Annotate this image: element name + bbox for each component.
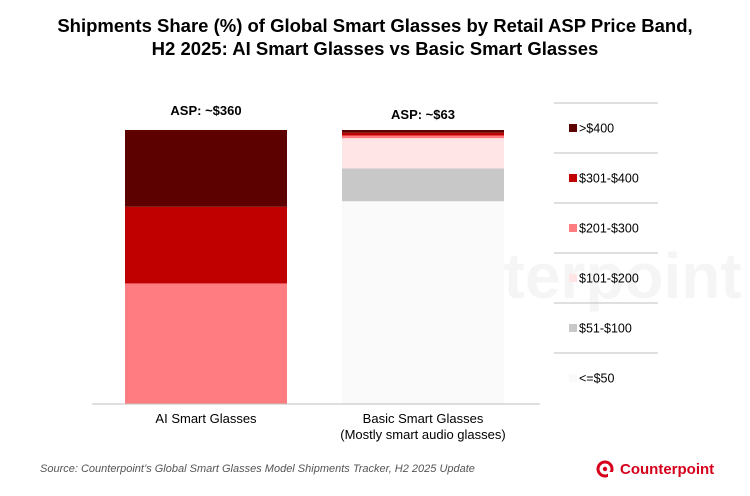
x-tick-label-ai: AI Smart Glasses	[155, 411, 257, 426]
x-tick-label-basic-sub: (Mostly smart audio glasses)	[340, 427, 505, 442]
x-tick-label-basic: Basic Smart Glasses	[363, 411, 484, 426]
legend-swatch-301-400	[569, 174, 577, 182]
counterpoint-logo: Counterpoint	[596, 460, 714, 478]
bar-segment-basic-201-300	[342, 135, 504, 139]
legend-label-301-400: $301-$400	[579, 172, 639, 186]
bar-segment-basic-101-200	[342, 138, 504, 169]
chart-title-line-2: H2 2025: AI Smart Glasses vs Basic Smart…	[151, 38, 599, 59]
legend: >$400 $301-$400 $201-$300 $101-$200 $51-$100…	[554, 102, 658, 386]
bar-segment-basic-51-100	[342, 168, 504, 202]
bars-layer	[125, 130, 504, 404]
chart-title-line-1: Shipments Share (%) of Global Smart Glas…	[57, 15, 693, 36]
counterpoint-logo-text: Counterpoint	[620, 460, 715, 478]
legend-label-51-100: $51-$100	[579, 322, 632, 336]
legend-label-101-200: $101-$200	[579, 272, 639, 286]
chart-title: Shipments Share (%) of Global Smart Glas…	[0, 14, 750, 60]
legend-label-gt-400: >$400	[579, 122, 614, 136]
legend-swatch-gt-400	[569, 124, 577, 132]
bar-segment-ai-gt-400	[125, 130, 287, 207]
asp-label-basic: ASP: ~$63	[391, 107, 455, 122]
asp-label-ai: ASP: ~$360	[170, 103, 241, 118]
counterpoint-logo-icon	[596, 460, 614, 478]
bar-segment-ai-301-400	[125, 206, 287, 284]
legend-swatch-51-100	[569, 324, 577, 332]
source-note: Source: Counterpoint’s Global Smart Glas…	[40, 463, 475, 475]
legend-swatch-201-300	[569, 224, 577, 232]
legend-label-201-300: $201-$300	[579, 222, 639, 236]
bar-segment-basic-301-400	[342, 132, 504, 136]
asp-labels: ASP: ~$360 ASP: ~$63	[170, 103, 455, 122]
legend-label-le-50: <=$50	[579, 372, 615, 386]
bar-segment-ai-201-300	[125, 283, 287, 404]
x-axis-labels: AI Smart Glasses Basic Smart Glasses(Most…	[155, 411, 505, 442]
bar-segment-basic-gt-400	[342, 130, 504, 133]
legend-swatch-101-200	[569, 274, 577, 282]
legend-swatch-le-50	[569, 374, 577, 382]
bar-segment-basic-le-50	[342, 201, 504, 404]
